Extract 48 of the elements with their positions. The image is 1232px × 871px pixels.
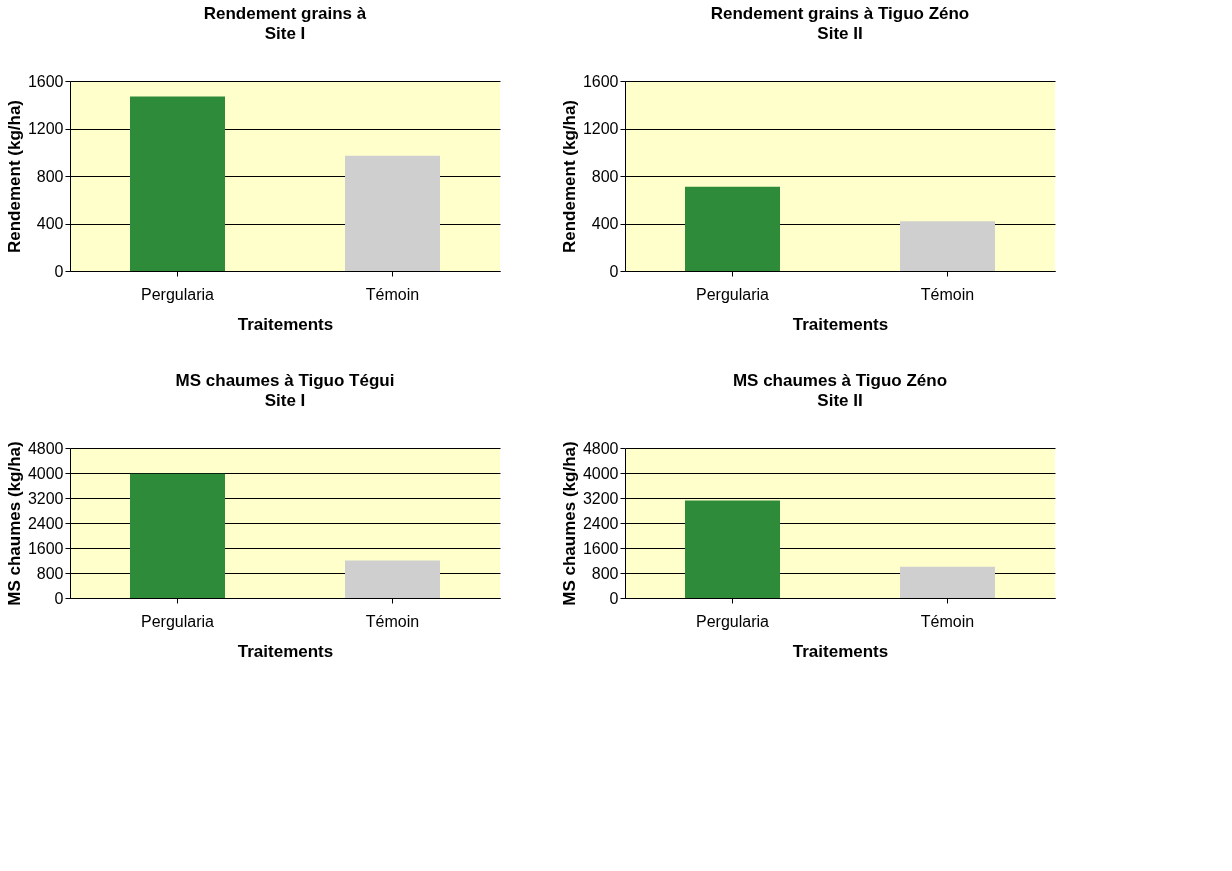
chart-title: MS chaumes à Tiguo Tégui [175,371,395,390]
chart-subtitle: Site I [264,391,306,410]
chart-subtitle: Site II [817,391,863,410]
y-tick-label: 1200 [27,120,64,137]
y-tick-label: 800 [36,564,64,582]
y-tick-label: 2400 [27,514,64,532]
y-tick-label: 0 [54,262,64,280]
x-tick-label: Témoin [920,612,975,630]
chart-title: Rendement grains à [203,4,367,23]
y-tick-label: 4800 [27,439,64,457]
y-axis-title: Rendement (kg/ha) [559,99,579,254]
y-tick-label: 1600 [582,539,619,557]
y-tick-label: 0 [609,262,619,280]
x-tick-label: Pergularia [141,285,215,303]
chart-subtitle: Site II [817,24,863,43]
x-axis-title: Traitements [237,314,334,334]
y-tick-label: 4000 [582,464,619,482]
y-tick-label: 3200 [27,489,64,507]
x-axis-title: Traitements [792,314,889,334]
chart-title: MS chaumes à Tiguo Zéno [732,371,948,390]
y-tick-label: 400 [36,215,64,232]
y-tick-label: 800 [591,167,619,185]
y-tick-label: 1200 [582,120,619,137]
x-tick-label: Témoin [365,285,420,303]
y-tick-label: 0 [54,589,64,607]
y-tick-label: 4800 [582,439,619,457]
y-tick-label: 1600 [582,72,619,90]
y-axis-title: MS chaumes (kg/ha) [4,441,24,606]
x-axis-title: Traitements [237,641,334,661]
y-tick-label: 1600 [27,72,64,90]
y-tick-label: 800 [591,564,619,582]
y-axis-title: Rendement (kg/ha) [4,99,24,254]
chart-subtitle: Site I [264,24,306,43]
y-tick-label: 400 [591,215,619,232]
x-tick-label: Pergularia [141,612,215,630]
y-tick-label: 4000 [27,464,64,482]
x-tick-label: Témoin [365,612,420,630]
y-tick-label: 0 [609,589,619,607]
y-tick-label: 1600 [27,539,64,557]
y-tick-label: 3200 [582,489,619,507]
y-axis-title: MS chaumes (kg/ha) [559,441,579,606]
chart-title: Rendement grains à Tiguo Zéno [710,4,970,23]
y-tick-label: 2400 [582,514,619,532]
y-tick-label: 800 [36,167,64,185]
x-tick-label: Témoin [920,285,975,303]
x-tick-label: Pergularia [696,612,770,630]
x-tick-label: Pergularia [696,285,770,303]
x-axis-title: Traitements [792,641,889,661]
